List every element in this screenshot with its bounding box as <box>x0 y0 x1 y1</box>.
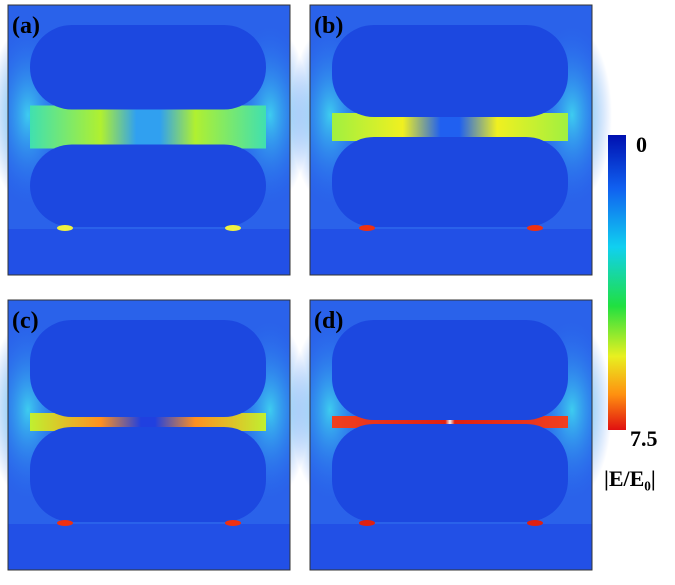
particle-bottom <box>30 144 266 227</box>
gap-field <box>30 413 266 431</box>
panels: (a) (b) (c) (d) <box>0 4 612 571</box>
particle-top <box>332 25 568 117</box>
panel-border <box>309 299 593 571</box>
panel-border <box>309 4 593 276</box>
colorbar <box>608 135 626 430</box>
panel-label: (b) <box>314 13 343 39</box>
field-panel: (c) <box>0 299 310 571</box>
colorbar-min: 0 <box>636 132 647 157</box>
field-panel: (b) <box>290 4 612 276</box>
substrate <box>8 229 290 275</box>
gap-field <box>30 105 266 149</box>
hotspot <box>225 520 241 526</box>
particle-top <box>30 25 266 110</box>
panel-border <box>7 4 291 276</box>
panel-border <box>7 299 291 571</box>
hotspot <box>527 520 543 526</box>
hotspot <box>527 225 543 231</box>
substrate <box>310 524 592 570</box>
hotspot <box>57 520 73 526</box>
hotspot <box>57 225 73 231</box>
panel-label: (d) <box>314 308 343 334</box>
particle-bottom <box>30 427 266 522</box>
particle-bottom <box>332 424 568 522</box>
hotspot <box>359 225 375 231</box>
field-panel: (a) <box>0 4 310 276</box>
substrate <box>310 229 592 275</box>
panel-label: (c) <box>12 308 39 334</box>
field-panel: (d) <box>290 299 612 571</box>
colorbar-label: |E/E₀| <box>604 466 656 491</box>
gap-field <box>332 113 568 141</box>
panel-label: (a) <box>12 13 40 39</box>
substrate <box>8 524 290 570</box>
hotspot <box>225 225 241 231</box>
particle-bottom <box>332 137 568 227</box>
particle-top <box>30 320 266 417</box>
colorbar-max: 7.5 <box>630 426 658 451</box>
hotspot <box>359 520 375 526</box>
particle-top <box>332 320 568 420</box>
